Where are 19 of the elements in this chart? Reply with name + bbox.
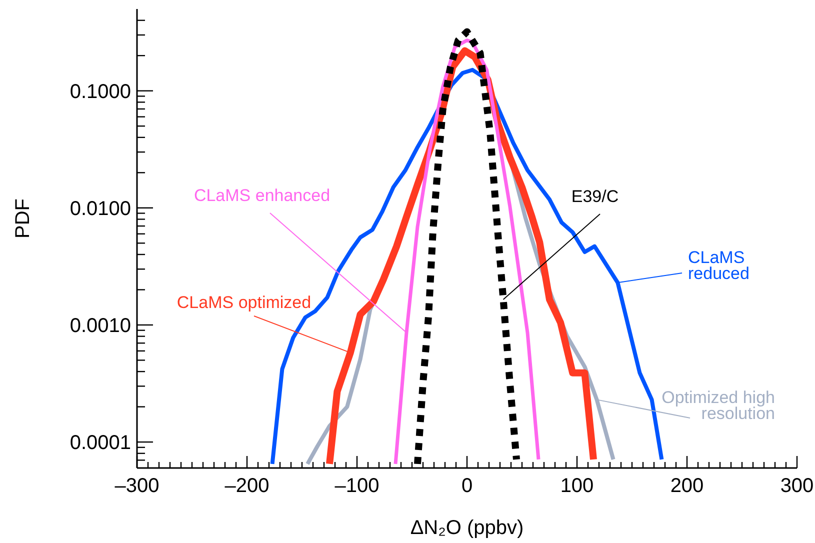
y-tick-label: 0.0100 <box>70 198 131 220</box>
x-tick-label: 200 <box>670 475 704 497</box>
text: E39/C <box>571 187 619 206</box>
y-tick-label: 0.0001 <box>70 432 131 454</box>
x-tick-label: 100 <box>560 475 594 497</box>
text: Optimized high resolution <box>662 388 775 423</box>
text: CLaMS optimized <box>176 293 312 312</box>
x-tick-label: 0 <box>461 475 473 497</box>
y-tick-label: 0.0010 <box>70 314 131 337</box>
y-tick-label: 0.1000 <box>70 80 131 103</box>
x-tick-label: 300 <box>780 475 814 497</box>
text: CLaMS reduced <box>688 248 750 283</box>
x-tick-label: –200 <box>224 475 270 497</box>
x-tick-label: –300 <box>114 475 160 497</box>
y-axis-title: PDF <box>12 198 34 238</box>
x-tick-label: –100 <box>334 475 380 497</box>
line-series <box>394 38 540 466</box>
text: CLaMS enhanced <box>194 186 330 205</box>
x-axis-title: ΔN₂O (ppbv) <box>410 517 524 539</box>
